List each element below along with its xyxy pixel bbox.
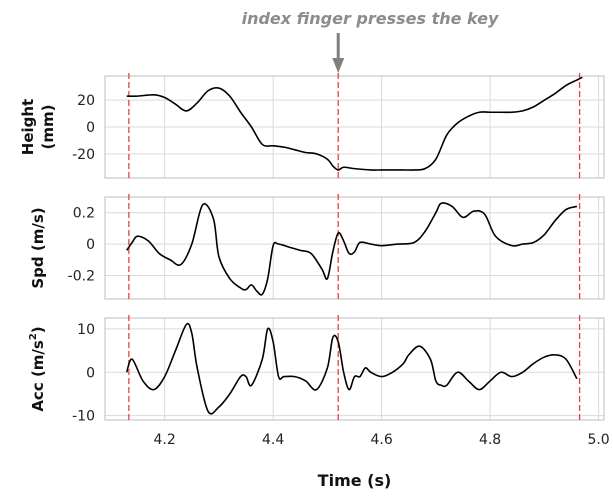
y-tick-label: -20 <box>72 147 95 163</box>
annotation-text: index finger presses the key <box>242 9 499 28</box>
x-axis-group: 4.2 4.4 4.6 4.8 5.0 Time (s) <box>154 432 610 490</box>
signal-line <box>125 322 578 415</box>
annotation-group: index finger presses the key <box>242 9 499 73</box>
signal-line <box>126 76 583 171</box>
x-axis-label: Time (s) <box>318 471 392 490</box>
y-axis-label: Acc (m/s2) <box>28 326 47 411</box>
panel-2: -0.2 0 0.2 Spd (m/s) <box>29 194 605 301</box>
x-tick-label: 4.2 <box>154 432 176 448</box>
y-axis-label: Height <box>19 99 37 155</box>
y-tick-label: 0 <box>86 120 95 136</box>
x-tick-label: 4.4 <box>262 432 284 448</box>
y-axis-label-text: Acc (m/s <box>29 340 47 412</box>
panel-frame <box>104 196 605 300</box>
y-axis-label: Spd (m/s) <box>29 207 47 288</box>
x-tick-label: 4.6 <box>370 432 392 448</box>
y-tick-label: 0.2 <box>73 206 95 222</box>
y-tick-label: 20 <box>77 93 95 109</box>
y-tick-label: 10 <box>77 322 95 338</box>
y-axis-label-superscript: 2 <box>28 333 39 340</box>
y-axis-label-close: ) <box>29 326 47 333</box>
panel-frame <box>104 75 605 179</box>
y-tick-label: 0 <box>86 365 95 381</box>
panel-frame <box>104 317 605 421</box>
x-tick-label: 5.0 <box>587 432 609 448</box>
y-tick-label: -0.2 <box>68 268 95 284</box>
panels-group: -20 0 20 Height (mm) -0.2 0 0.2 Spd (m/s) -10 0 10 A… <box>19 73 605 425</box>
panel-1: -20 0 20 Height (mm) <box>19 73 605 180</box>
y-tick-label: -10 <box>72 409 95 425</box>
y-tick-label: 0 <box>86 237 95 253</box>
signal-line <box>126 202 578 296</box>
panel-3: -10 0 10 Acc (m/s2) <box>28 315 605 425</box>
x-tick-label: 4.8 <box>479 432 501 448</box>
annotation-arrow-head <box>332 58 345 73</box>
y-axis-label-units: (mm) <box>39 105 57 150</box>
